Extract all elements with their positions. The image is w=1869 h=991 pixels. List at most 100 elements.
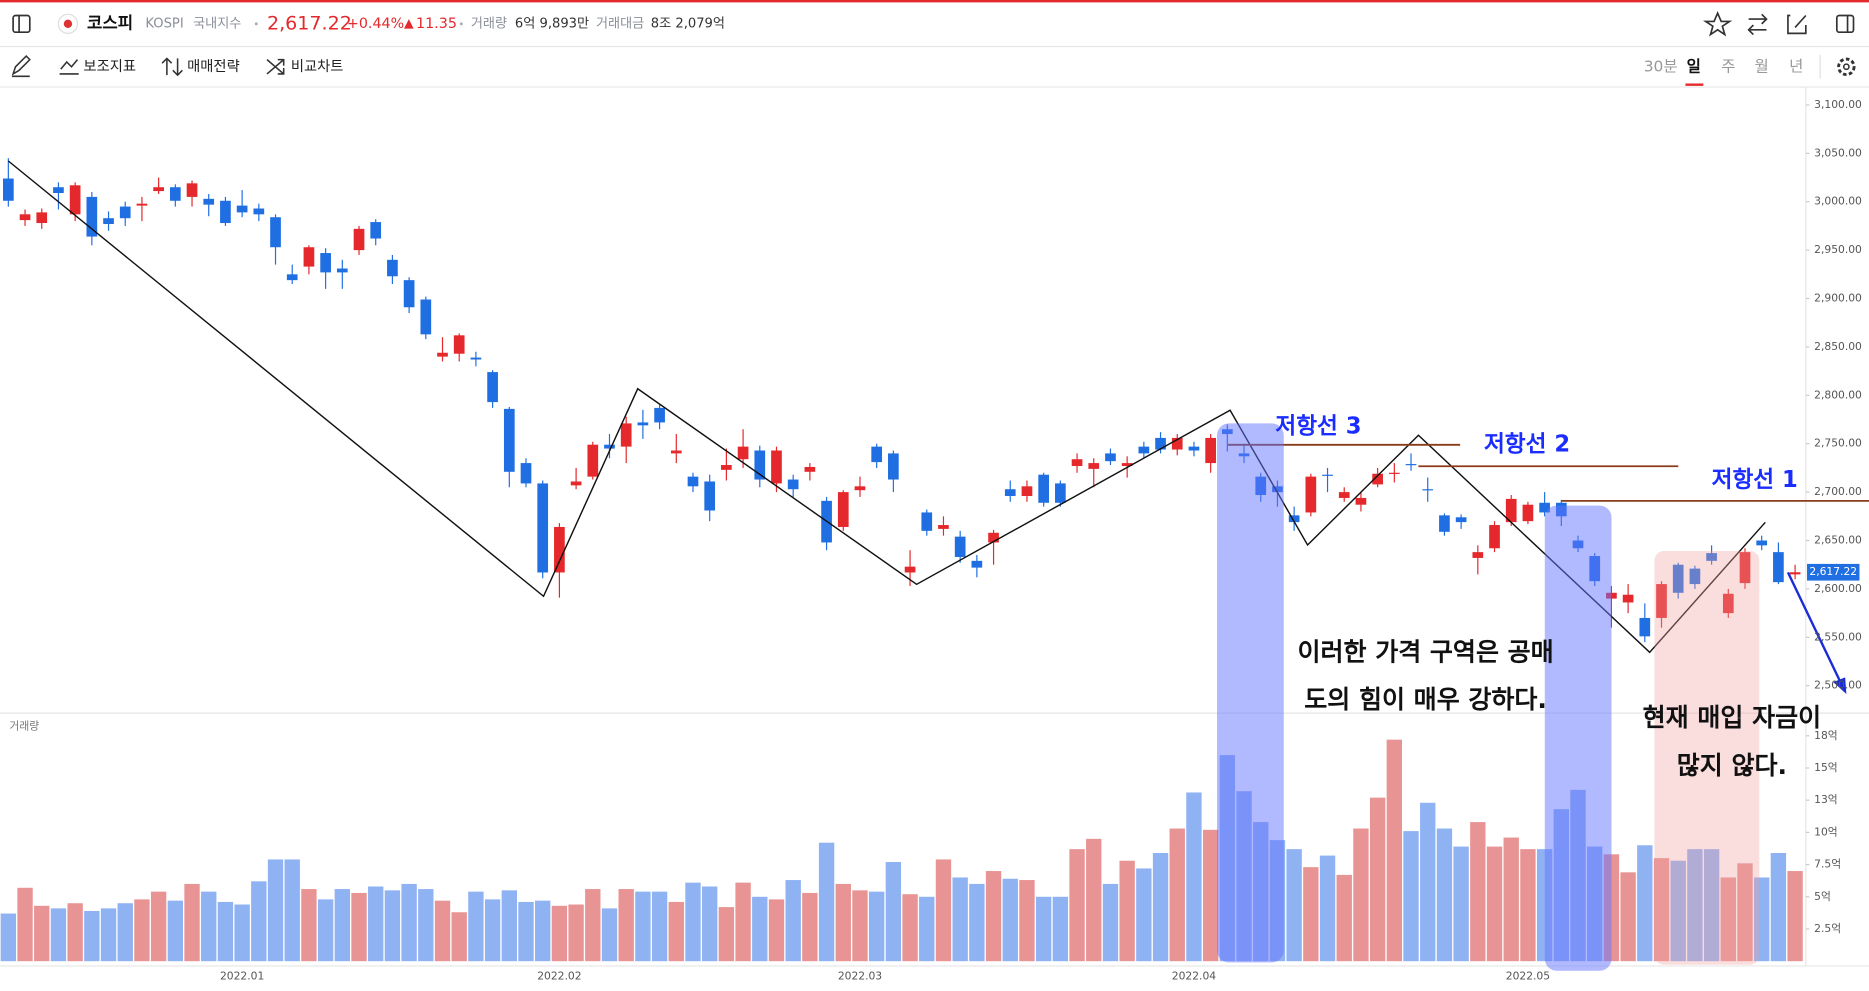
volume-bar	[1035, 896, 1052, 962]
candle-body	[1305, 476, 1317, 513]
volume-tick-label: 15억	[1814, 761, 1838, 774]
candle-body	[1455, 517, 1467, 523]
amount-label: 거래대금	[596, 15, 644, 31]
volume-bar	[601, 908, 618, 962]
candle-body	[1722, 593, 1734, 614]
period-tab[interactable]: 년	[1789, 57, 1803, 75]
candle-body	[203, 198, 215, 205]
candle-body	[387, 259, 398, 277]
strategy-icon	[161, 57, 183, 77]
edit-icon[interactable]	[1787, 14, 1807, 35]
y-tick-label: 2,600.00	[1814, 582, 1862, 595]
candle-body	[804, 466, 816, 472]
amount-value: 8조 2,079억	[651, 15, 725, 31]
indicator-icon	[59, 59, 79, 75]
sidebar-icon[interactable]	[12, 14, 31, 34]
candle-body	[1439, 515, 1450, 532]
candle-body	[1539, 502, 1550, 513]
volume-tick-label: 13억	[1814, 793, 1838, 806]
resistance-label: 저항선 3	[1275, 413, 1361, 439]
volume-bar	[117, 903, 133, 962]
toolbar-item[interactable]: 매매전략	[187, 58, 240, 75]
y-tick-label: 3,000.00	[1814, 195, 1862, 208]
volume-bar	[134, 899, 150, 962]
volume-bar	[418, 889, 434, 962]
volume-bar	[969, 883, 985, 962]
volume-bar	[1369, 797, 1386, 962]
toolbar-item[interactable]: 비교차트	[291, 58, 344, 75]
volume-bar	[351, 892, 367, 962]
annotation-text: 이러한 가격 구역은 공매	[1297, 638, 1553, 667]
candle-body	[687, 476, 699, 487]
volume-bar	[34, 905, 50, 962]
candle-body	[721, 465, 732, 470]
volume-bar	[1069, 849, 1085, 962]
volume-bar	[685, 882, 701, 962]
period-tab[interactable]: 주	[1721, 57, 1735, 75]
volume-bar	[1703, 849, 1720, 962]
candle-body	[1656, 584, 1667, 618]
candle-body	[1522, 504, 1534, 522]
toolbar-item[interactable]: 보조지표	[83, 58, 136, 75]
volume-bar	[618, 889, 634, 962]
volume-bar	[1670, 860, 1686, 962]
candle-body	[871, 446, 883, 463]
volume-bar	[1470, 822, 1486, 962]
index-code: KOSPI	[145, 16, 183, 31]
volume-bar	[1303, 867, 1319, 962]
volume-bar	[1420, 802, 1436, 962]
annotation-text: 많지 않다.	[1677, 751, 1787, 780]
toolbar: 보조지표 매매전략 비교차트 30분 일 주 월 년	[11, 54, 1856, 86]
volume-bar	[1336, 874, 1352, 962]
candle-body	[1422, 489, 1434, 491]
period-tab[interactable]: 30분	[1644, 57, 1678, 75]
x-tick-label: 2022.01	[220, 970, 264, 983]
y-tick-label: 2,700.00	[1814, 485, 1862, 498]
settings-icon[interactable]	[1837, 57, 1856, 76]
panel-icon[interactable]	[1835, 14, 1855, 34]
candle-body	[1706, 553, 1717, 561]
candle-body	[1288, 515, 1300, 523]
candle-body	[286, 274, 298, 281]
volume-bar	[401, 883, 417, 962]
candle-body	[888, 453, 899, 480]
volume-bar	[1436, 828, 1453, 962]
favorite-icon[interactable]	[1702, 10, 1733, 37]
last-price-label: 2,617.22	[1809, 565, 1857, 578]
volume-bar	[0, 913, 17, 962]
candle-body	[453, 335, 465, 354]
candle-body	[637, 422, 649, 426]
volume-bar	[1136, 868, 1152, 962]
candle-body	[554, 526, 565, 573]
x-tick-label: 2022.05	[1506, 970, 1550, 983]
candle-body	[303, 247, 315, 267]
y-tick-label: 2,850.00	[1814, 340, 1862, 353]
candle-body	[53, 187, 64, 194]
up-triangle	[404, 19, 414, 29]
candle-body	[1155, 437, 1166, 450]
candle-body	[236, 205, 248, 213]
candle-body	[1138, 446, 1150, 454]
volume-bar	[1403, 831, 1419, 962]
volume-bar	[1754, 877, 1770, 962]
candle-body	[921, 512, 933, 531]
candle-body	[754, 450, 766, 480]
volume-pane-label: 거래량	[10, 719, 40, 732]
volume-bar	[100, 908, 117, 962]
candle-body	[1055, 483, 1066, 503]
volume-bar	[1202, 829, 1219, 962]
period-tab-active[interactable]: 일	[1687, 57, 1701, 75]
candle-body	[1472, 552, 1484, 558]
swap-icon[interactable]	[1747, 13, 1768, 36]
candle-body	[1188, 446, 1200, 451]
volume-bar	[184, 883, 200, 962]
volume-bar	[201, 891, 217, 962]
volume-bar	[551, 905, 568, 962]
volume-bar	[985, 871, 1002, 962]
draw-icon[interactable]	[11, 54, 31, 78]
period-tab[interactable]: 월	[1755, 57, 1769, 75]
candle-body	[737, 446, 749, 460]
last-price-tag	[1807, 563, 1860, 581]
volume-bar	[67, 903, 83, 962]
candle-body	[670, 450, 682, 454]
